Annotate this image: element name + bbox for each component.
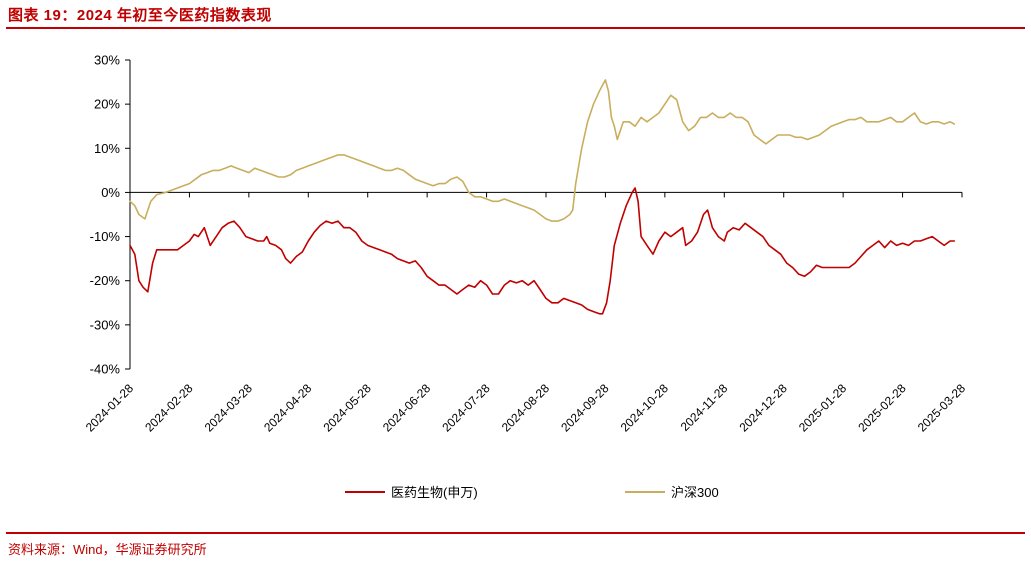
x-tick-label: 2024-04-28 xyxy=(261,381,315,435)
x-tick-label: 2025-02-28 xyxy=(855,381,909,435)
series-line xyxy=(129,187,956,315)
legend-label: 沪深300 xyxy=(671,485,719,500)
y-tick-label: 0% xyxy=(101,185,120,200)
x-tick-label: 2024-07-28 xyxy=(439,381,493,435)
x-tick-label: 2025-03-28 xyxy=(915,381,969,435)
x-tick-label: 2024-12-28 xyxy=(737,381,791,435)
y-tick-label: 10% xyxy=(94,141,120,156)
x-tick-label: 2024-01-28 xyxy=(83,381,137,435)
x-axis: 2024-01-28 2024-02-28 2024-03-28 2024-04-28… xyxy=(83,191,969,435)
legend: 医药生物(申万) 沪深300 xyxy=(345,485,719,500)
y-tick-label: -30% xyxy=(90,317,121,332)
x-tick-label: 2024-05-28 xyxy=(321,381,375,435)
y-tick-label: -10% xyxy=(90,229,121,244)
chart-title: 图表 19：2024 年初至今医药指数表现 xyxy=(8,7,272,24)
x-tick-label: 2025-01-28 xyxy=(796,381,850,435)
legend-label: 医药生物(申万) xyxy=(391,485,478,500)
x-tick-label: 2024-08-28 xyxy=(499,381,553,435)
title-rule xyxy=(6,27,1025,29)
y-tick-label: 30% xyxy=(94,53,120,68)
y-tick-label: -20% xyxy=(90,273,121,288)
x-tick-label: 2024-09-28 xyxy=(558,381,612,435)
series-layer xyxy=(129,79,956,315)
x-tick-label: 2024-02-28 xyxy=(142,381,196,435)
x-tick-label: 2024-03-28 xyxy=(202,381,256,435)
footer-rule xyxy=(6,532,1025,534)
y-tick-label: -40% xyxy=(90,362,121,377)
x-tick-label: 2024-11-28 xyxy=(678,381,731,434)
series-line xyxy=(129,79,956,222)
y-axis: 30% 20% 10% 0% -10% -20% -30% -40% xyxy=(90,53,131,377)
source-note: 资料来源：Wind，华源证券研究所 xyxy=(8,542,207,557)
x-tick-label: 2024-10-28 xyxy=(618,381,672,435)
y-tick-label: 20% xyxy=(94,97,120,112)
x-tick-label: 2024-06-28 xyxy=(380,381,434,435)
